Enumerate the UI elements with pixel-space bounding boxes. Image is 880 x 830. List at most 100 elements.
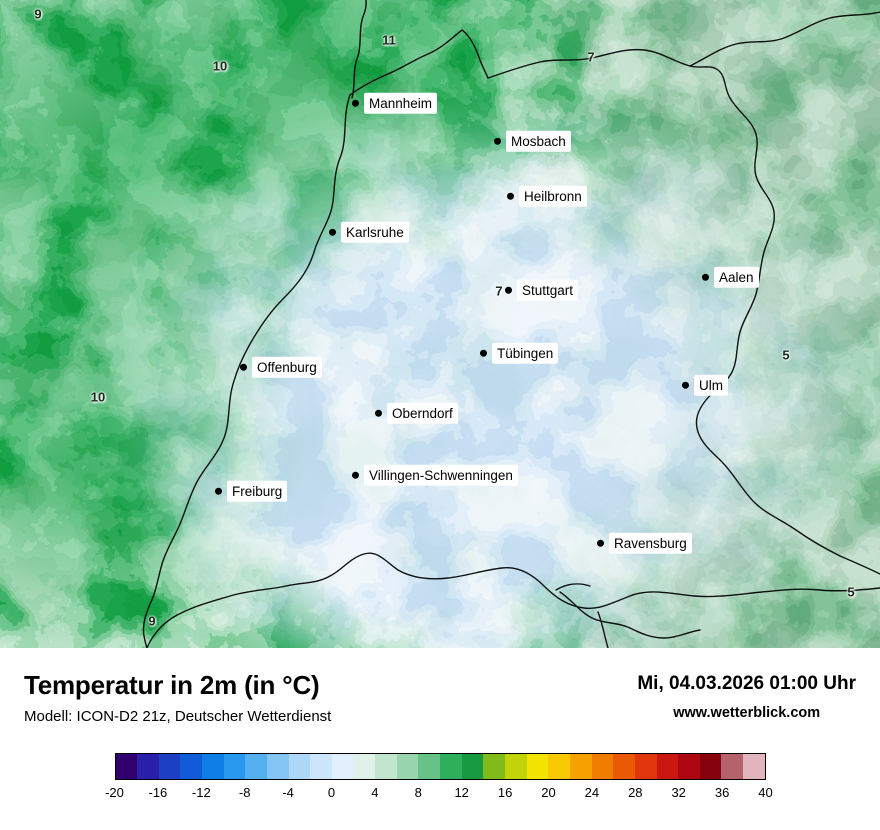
legend-tick-label: -8 xyxy=(238,785,251,800)
legend-color-segment xyxy=(375,754,397,779)
city-marker: Mannheim xyxy=(352,92,438,114)
city-label: Aalen xyxy=(714,266,759,288)
city-marker: Heilbronn xyxy=(507,185,587,207)
city-label: Mosbach xyxy=(506,130,571,152)
legend-color-segment xyxy=(634,754,657,779)
legend-color-segment xyxy=(721,754,744,779)
legend-color-segment xyxy=(266,754,289,779)
temperature-map: Mannheim Mosbach Heilbronn Karlsruhe Stuttga… xyxy=(0,0,880,648)
city-dot-icon xyxy=(329,228,336,236)
legend-tick-label: -16 xyxy=(148,785,168,800)
city-marker: Tübingen xyxy=(480,342,559,364)
legend-color-segment xyxy=(440,754,462,779)
legend-color-segment xyxy=(699,754,722,779)
city-dot-icon xyxy=(215,487,222,495)
city-marker: Offenburg xyxy=(240,356,322,378)
legend-color-segment xyxy=(310,754,332,779)
city-label: Heilbronn xyxy=(519,185,587,207)
legend-color-segment xyxy=(396,754,419,779)
legend-tick-label: 8 xyxy=(414,785,422,800)
map-title: Temperatur in 2m (in °C) xyxy=(24,670,320,700)
city-label: Tübingen xyxy=(492,342,559,364)
legend-color-segment xyxy=(180,754,203,779)
model-info: Modell: ICON-D2 21z, Deutscher Wetterdie… xyxy=(24,708,332,725)
legend-color-segment xyxy=(569,754,592,779)
legend-color-segment xyxy=(137,754,159,779)
contour-temperature-label: 5 xyxy=(847,584,855,600)
temperature-legend: -20 -16 -12 -8 -4 0 4 8 12 16 20 24 28 32 36 40 xyxy=(105,753,773,803)
city-marker: Freiburg xyxy=(215,480,288,502)
legend-color-segment xyxy=(743,754,765,779)
legend-tick-label: -12 xyxy=(191,785,211,800)
city-dot-icon xyxy=(480,349,487,357)
legend-tick-label: -20 xyxy=(105,785,124,800)
city-label: Offenburg xyxy=(252,356,322,378)
legend-color-segment xyxy=(613,754,635,779)
temperature-field-layers xyxy=(0,0,880,648)
info-right: Mi, 04.03.2026 01:00 Uhr www.wetterblick… xyxy=(637,670,856,721)
city-label: Oberndorf xyxy=(387,402,458,424)
legend-tick-label: 12 xyxy=(454,785,469,800)
city-dot-icon xyxy=(505,286,512,294)
city-dot-icon xyxy=(702,273,709,281)
legend-tick-label: 32 xyxy=(671,785,686,800)
city-marker: Oberndorf xyxy=(375,402,458,424)
city-dot-icon xyxy=(494,137,501,145)
city-label: Mannheim xyxy=(364,92,438,114)
city-label: Stuttgart xyxy=(517,279,579,301)
legend-color-segment xyxy=(505,754,527,779)
city-dot-icon xyxy=(682,381,689,389)
city-label: Ravensburg xyxy=(609,532,692,554)
city-label: Villingen-Schwenningen xyxy=(364,464,518,486)
contour-temperature-label: 9 xyxy=(148,613,156,629)
city-dot-icon xyxy=(375,409,382,417)
legend-color-segment xyxy=(483,754,506,779)
contour-temperature-label: 9 xyxy=(34,6,42,22)
legend-color-segment xyxy=(245,754,267,779)
info-bar: Temperatur in 2m (in °C) Modell: ICON-D2… xyxy=(0,648,880,725)
forecast-datetime: Mi, 04.03.2026 01:00 Uhr xyxy=(637,673,856,694)
legend-tick-label: 36 xyxy=(714,785,730,800)
legend-tick-label: 4 xyxy=(371,785,379,800)
legend-color-segment xyxy=(461,754,484,779)
city-marker: Mosbach xyxy=(494,130,571,152)
legend-tick-label: 28 xyxy=(628,785,643,800)
legend-color-segment xyxy=(656,754,679,779)
city-marker: Villingen-Schwenningen xyxy=(352,464,518,486)
contour-temperature-label: 11 xyxy=(382,32,396,48)
city-marker: Ulm xyxy=(682,374,728,396)
city-dot-icon xyxy=(240,363,247,371)
legend-color-segment xyxy=(678,754,700,779)
legend-color-segment xyxy=(331,754,354,779)
website-link[interactable]: www.wetterblick.com xyxy=(673,705,821,721)
contour-temperature-label: 5 xyxy=(782,347,790,363)
legend-color-segment xyxy=(526,754,549,779)
city-label: Freiburg xyxy=(227,480,288,502)
city-marker: Aalen xyxy=(702,266,759,288)
legend-color-segment xyxy=(115,754,138,779)
legend-tick-label: 16 xyxy=(497,785,513,800)
temperature-field-svg xyxy=(0,0,880,648)
legend-color-segment xyxy=(418,754,441,779)
legend-ticks: -20 -16 -12 -8 -4 0 4 8 12 16 20 24 28 32 36 40 xyxy=(105,785,773,803)
map-overlay: Mannheim Mosbach Heilbronn Karlsruhe Stuttga… xyxy=(34,6,855,629)
contour-temperature-label: 7 xyxy=(495,283,503,299)
legend-color-segment xyxy=(158,754,181,779)
legend-color-segment xyxy=(591,754,614,779)
legend-tick-label: 40 xyxy=(758,785,773,800)
city-dot-icon xyxy=(597,539,604,547)
legend-color-segment xyxy=(288,754,311,779)
contour-temperature-label: 10 xyxy=(90,389,106,405)
legend-tick-label: 0 xyxy=(327,785,336,800)
city-marker: Ravensburg xyxy=(597,532,692,554)
legend-bar xyxy=(114,753,766,780)
city-dot-icon xyxy=(352,99,359,107)
state-borders xyxy=(142,0,880,648)
legend-tick-label: -4 xyxy=(282,785,294,800)
contour-temperature-label: 7 xyxy=(587,49,595,65)
city-marker: Stuttgart xyxy=(505,279,579,301)
legend-tick-label: 20 xyxy=(541,785,556,800)
legend-tick-label: 24 xyxy=(584,785,600,800)
legend-color-segment xyxy=(353,754,376,779)
